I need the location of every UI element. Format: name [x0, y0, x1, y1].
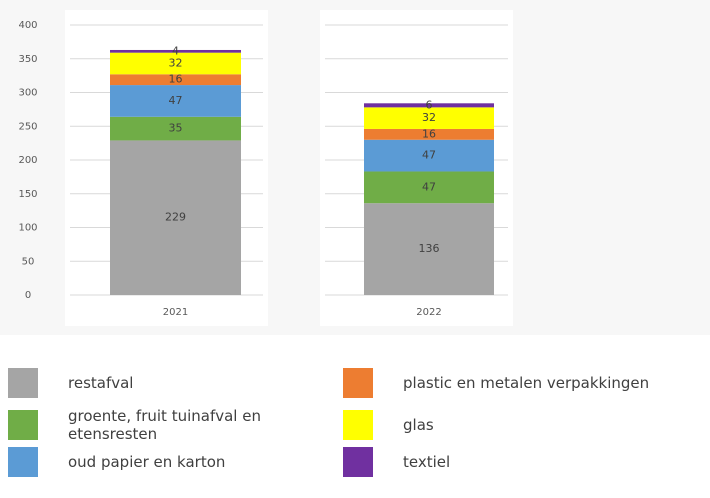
data-label: 47 — [422, 149, 436, 162]
legend-label: oud papier en karton — [68, 453, 226, 471]
data-label: 32 — [169, 56, 183, 69]
data-label: 47 — [169, 94, 183, 107]
data-label: 47 — [422, 180, 436, 193]
y-tick-label: 150 — [18, 189, 37, 200]
legend-swatch — [343, 410, 373, 440]
legend-item: groente, fruit tuinafval en etensresten — [8, 407, 318, 443]
data-label: 16 — [422, 127, 436, 140]
y-tick-label: 350 — [18, 54, 37, 65]
legend-swatch — [343, 447, 373, 477]
y-tick-label: 250 — [18, 121, 37, 132]
bar-segment — [110, 49, 241, 53]
legend-item: textiel — [343, 447, 710, 477]
legend-item: restafval — [8, 368, 318, 398]
legend-swatch — [8, 447, 38, 477]
bar-segment — [364, 171, 494, 204]
bar-segment — [364, 107, 494, 129]
x-tick-label: 2022 — [416, 307, 441, 318]
bar-segment — [110, 85, 241, 117]
y-tick-label: 200 — [18, 155, 37, 166]
y-tick-label: 0 — [25, 290, 31, 301]
legend-label: glas — [403, 416, 434, 434]
legend-label: restafval — [68, 374, 134, 392]
bar-segment — [364, 203, 494, 295]
legend-item: oud papier en karton — [8, 447, 318, 477]
y-tick-label: 50 — [22, 256, 35, 267]
legend-label: groente, fruit tuinafval en etensresten — [68, 407, 261, 443]
bar-segment — [364, 128, 494, 140]
bar-segment — [364, 139, 494, 172]
y-tick-label: 100 — [18, 223, 37, 234]
x-tick-label: 2021 — [163, 307, 188, 318]
data-label: 6 — [426, 98, 433, 111]
legend-swatch — [8, 410, 38, 440]
bar-segment — [364, 103, 494, 108]
data-label: 229 — [165, 211, 186, 224]
bar-segment — [110, 116, 241, 141]
legend-swatch — [343, 368, 373, 398]
legend-item: plastic en metalen verpakkingen — [343, 368, 710, 398]
legend-item: glas — [343, 410, 710, 440]
bar-segment — [110, 140, 241, 295]
data-label: 136 — [419, 242, 440, 255]
data-label: 35 — [169, 122, 183, 135]
data-label: 16 — [169, 73, 183, 86]
data-label: 32 — [422, 111, 436, 124]
data-label: 4 — [172, 44, 179, 57]
legend-label: textiel — [403, 453, 451, 471]
chart: 0501001502002503003504002021229354716324… — [18, 20, 508, 318]
legend-label: plastic en metalen verpakkingen — [403, 374, 650, 392]
legend-swatch — [8, 368, 38, 398]
y-tick-label: 400 — [18, 20, 37, 31]
bar-segment — [110, 52, 241, 75]
y-tick-label: 300 — [18, 88, 37, 99]
bar-segment — [110, 74, 241, 86]
